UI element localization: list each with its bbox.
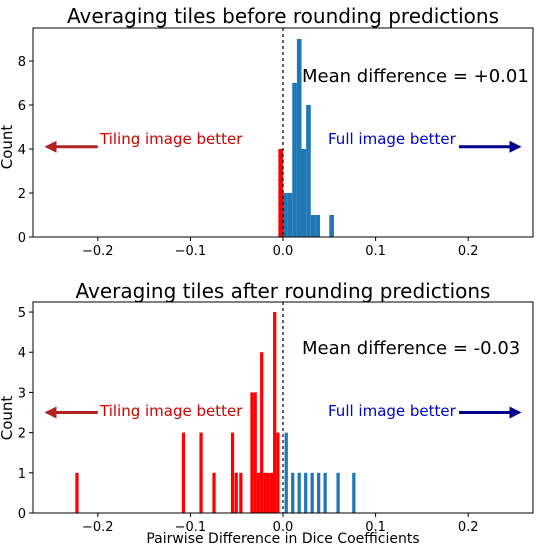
histogram-bar-negative (269, 472, 274, 513)
histogram-bar-positive (301, 149, 307, 237)
y-tick-label: 8 (18, 55, 26, 70)
x-tick-label: 0.2 (458, 244, 479, 259)
histogram-bar-negative (273, 312, 277, 513)
histogram-bar-positive (304, 472, 308, 513)
y-ticks: 0 1 2 3 4 5 (18, 306, 33, 522)
histogram-bar-positive (315, 215, 321, 237)
histogram-bar-positive (310, 472, 314, 513)
histogram-bar-positive (317, 472, 321, 513)
histogram-after-rounding: Averaging tiles after rounding predictio… (0, 279, 534, 535)
histogram-bar-positive (292, 83, 297, 237)
y-axis-label: Count (0, 396, 16, 441)
histogram-bar-positive (283, 193, 288, 237)
histogram-bar-positive (297, 472, 301, 513)
x-tick-label: −0.1 (175, 520, 207, 535)
histogram-bar-positive (287, 193, 293, 237)
histogram-bar-negative (212, 472, 216, 513)
histogram-bar-negative (230, 432, 235, 513)
x-tick-label: 0.0 (273, 244, 294, 259)
histogram-bar-negative (253, 392, 257, 513)
y-tick-label: 0 (18, 507, 26, 522)
histogram-before-rounding: Averaging tiles before rounding predicti… (0, 4, 534, 259)
chart-title: Averaging tiles before rounding predicti… (67, 4, 499, 28)
tiling-better-label: Tiling image better (99, 130, 243, 148)
histogram-bar-negative (266, 472, 270, 513)
full-better-label: Full image better (328, 402, 457, 420)
histogram-bar-negative (260, 352, 264, 513)
bars (75, 312, 356, 513)
y-tick-label: 0 (18, 231, 26, 246)
chart-title: Averaging tiles after rounding predictio… (76, 279, 491, 303)
histogram-bar-positive (296, 39, 302, 237)
mean-difference-annotation: Mean difference = +0.01 (302, 66, 529, 87)
histogram-bar-negative (263, 472, 267, 513)
x-tick-label: 0.1 (365, 244, 386, 259)
histogram-bar-positive (306, 105, 311, 237)
histogram-bar-negative (199, 432, 203, 513)
histogram-bar-negative (234, 472, 238, 513)
y-tick-label: 5 (18, 306, 26, 321)
y-tick-label: 1 (18, 467, 26, 482)
bars (278, 39, 334, 237)
histogram-bar-positive (291, 472, 295, 513)
y-axis-label: Count (0, 125, 16, 170)
x-ticks: −0.2 −0.1 0.0 0.1 0.2 (82, 513, 479, 535)
x-tick-label: 0.1 (365, 520, 386, 535)
x-tick-label: −0.1 (175, 244, 207, 259)
full-better-label: Full image better (328, 130, 457, 148)
x-tick-label: −0.2 (82, 244, 114, 259)
y-ticks: 0 2 4 6 8 (18, 55, 33, 246)
x-ticks: −0.2 −0.1 0.0 0.1 0.2 (82, 237, 479, 259)
histogram-bar-negative (256, 472, 261, 513)
histogram-bar-negative (278, 149, 283, 237)
histogram-bar-positive (310, 215, 316, 237)
tiling-better-label: Tiling image better (99, 402, 243, 420)
histogram-bar-positive (284, 432, 288, 513)
histogram-bar-negative (181, 432, 186, 513)
histogram-bar-negative (239, 472, 243, 513)
x-tick-label: 0.2 (458, 520, 479, 535)
y-tick-label: 2 (18, 187, 26, 202)
mean-difference-annotation: Mean difference = -0.03 (302, 338, 520, 359)
histogram-bar-positive (352, 472, 356, 513)
y-tick-label: 3 (18, 386, 26, 401)
y-tick-label: 4 (18, 346, 26, 361)
y-tick-label: 4 (18, 143, 26, 158)
histogram-bar-negative (276, 432, 280, 513)
x-axis-label: Pairwise Difference in Dice Coefficients (146, 531, 419, 547)
histogram-bar-negative (250, 392, 254, 513)
histogram-bar-negative (75, 472, 79, 513)
y-tick-label: 6 (18, 99, 26, 114)
x-tick-label: −0.2 (82, 520, 114, 535)
histogram-bar-positive (336, 472, 340, 513)
y-tick-label: 2 (18, 427, 26, 442)
histogram-bar-positive (323, 472, 327, 513)
x-tick-label: 0.0 (273, 520, 294, 535)
histogram-bar-positive (329, 215, 334, 237)
